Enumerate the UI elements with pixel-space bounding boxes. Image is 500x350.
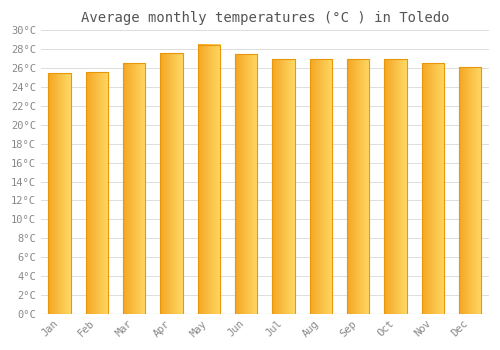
Bar bbox=[198, 44, 220, 314]
Bar bbox=[123, 63, 146, 314]
Bar bbox=[272, 59, 295, 314]
Bar bbox=[48, 73, 71, 314]
Bar bbox=[235, 54, 258, 314]
Title: Average monthly temperatures (°C ) in Toledo: Average monthly temperatures (°C ) in To… bbox=[80, 11, 449, 25]
Bar bbox=[310, 59, 332, 314]
Bar bbox=[86, 72, 108, 314]
Bar bbox=[347, 59, 370, 314]
Bar bbox=[459, 67, 481, 314]
Bar bbox=[384, 59, 407, 314]
Bar bbox=[422, 63, 444, 314]
Bar bbox=[160, 53, 183, 314]
